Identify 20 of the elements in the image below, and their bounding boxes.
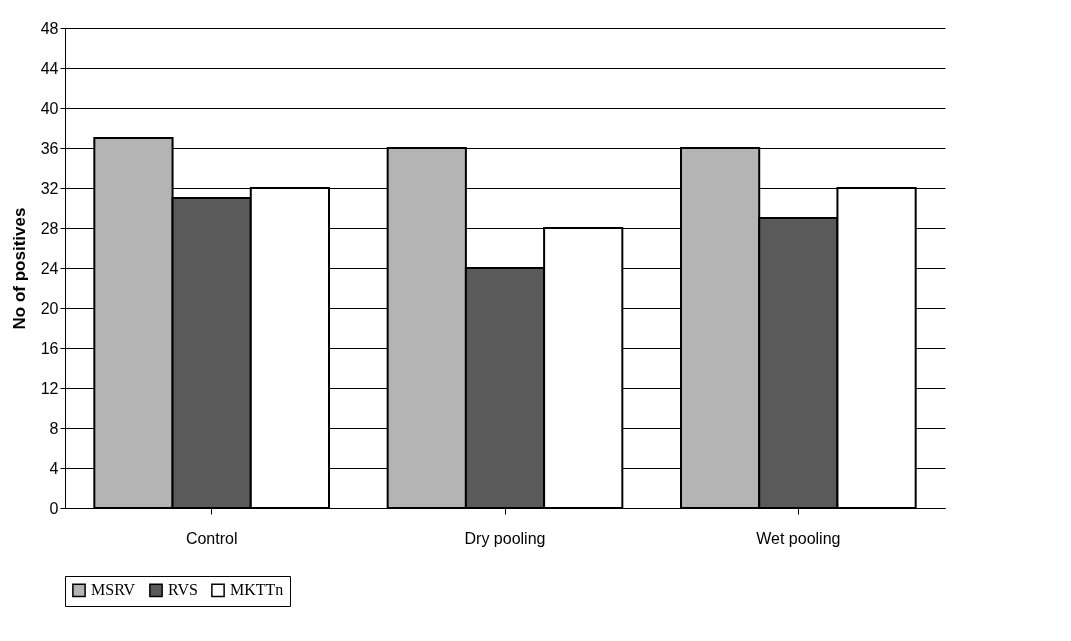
y-tick-label: 48 bbox=[40, 19, 59, 37]
y-tick-label: 16 bbox=[40, 339, 59, 357]
y-tick-label: 32 bbox=[40, 179, 59, 197]
y-tick-label: 0 bbox=[49, 499, 59, 517]
y-tick-label: 36 bbox=[40, 139, 59, 157]
legend-label: MSRV bbox=[91, 581, 136, 599]
y-tick-label: 8 bbox=[49, 419, 59, 437]
x-tick-label: Control bbox=[185, 529, 238, 547]
y-tick-label: 40 bbox=[40, 99, 59, 117]
y-tick-label: 4 bbox=[49, 459, 59, 477]
y-tick-label: 44 bbox=[40, 59, 59, 77]
y-tick-label: 12 bbox=[40, 379, 59, 397]
x-tick-label: Wet pooling bbox=[756, 529, 841, 547]
x-tick-label: Dry pooling bbox=[464, 529, 546, 547]
y-axis-title: No of positives bbox=[9, 207, 29, 330]
legend-label: MKTTn bbox=[230, 581, 284, 599]
y-tick-label: 20 bbox=[40, 299, 59, 317]
y-tick-label: 24 bbox=[40, 259, 59, 277]
legend-label: RVS bbox=[168, 581, 198, 599]
y-tick-label: 28 bbox=[40, 219, 59, 237]
